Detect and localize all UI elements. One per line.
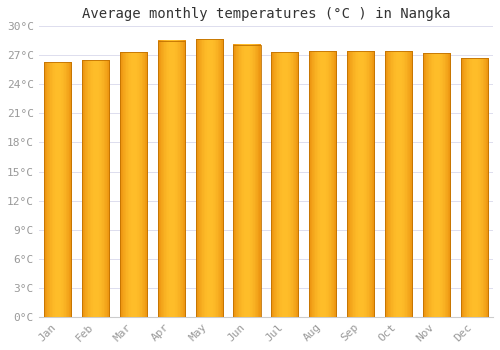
Bar [158,41,185,317]
Bar [385,51,412,317]
Bar [234,45,260,317]
Bar [422,54,450,317]
Bar [271,52,298,317]
Bar [347,51,374,317]
Bar [44,62,72,317]
Bar [120,52,147,317]
Bar [82,60,109,317]
Bar [309,51,336,317]
Title: Average monthly temperatures (°C ) in Nangka: Average monthly temperatures (°C ) in Na… [82,7,450,21]
Bar [196,39,223,317]
Bar [460,58,488,317]
